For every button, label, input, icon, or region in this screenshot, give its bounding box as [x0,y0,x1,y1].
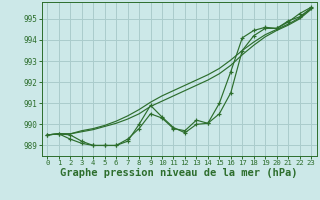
X-axis label: Graphe pression niveau de la mer (hPa): Graphe pression niveau de la mer (hPa) [60,168,298,178]
